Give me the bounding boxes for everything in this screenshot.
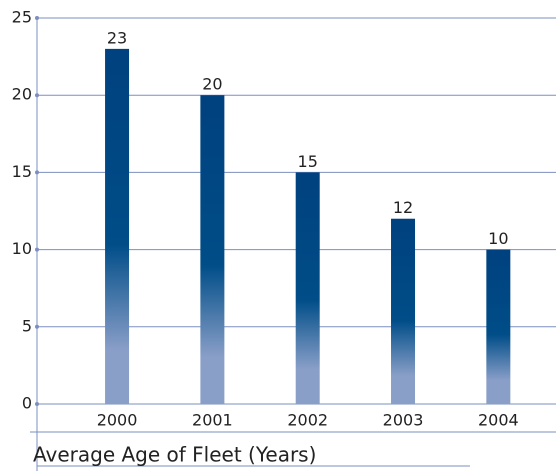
value-label: 12 [393,198,413,217]
bar [105,48,130,404]
y-tick-label: 0 [22,394,32,413]
bar [486,249,511,404]
x-tick-label: 2002 [287,411,328,430]
y-tick-label: 20 [12,85,32,104]
x-tick-label: 2001 [192,411,233,430]
value-label: 15 [298,152,318,171]
y-tick-label: 10 [12,239,32,258]
x-tick-label: 2003 [383,411,424,430]
y-tick-label: 5 [22,316,32,335]
bar [295,172,320,404]
value-label: 10 [488,229,508,248]
y-tick-label: 25 [12,8,32,27]
tick-dot [35,16,39,20]
chart-title: Average Age of Fleet (Years) [33,443,316,467]
tick-dot [35,247,39,252]
value-label: 20 [202,75,222,94]
bar [200,95,225,404]
tick-dot [35,324,39,329]
y-tick-label: 15 [12,162,32,181]
tick-dot [35,402,39,406]
tick-dot [35,93,39,98]
bar [391,218,416,404]
tick-dot [35,170,39,175]
x-tick-label: 2004 [478,411,519,430]
x-tick-label: 2000 [97,411,138,430]
value-label: 23 [107,28,127,47]
